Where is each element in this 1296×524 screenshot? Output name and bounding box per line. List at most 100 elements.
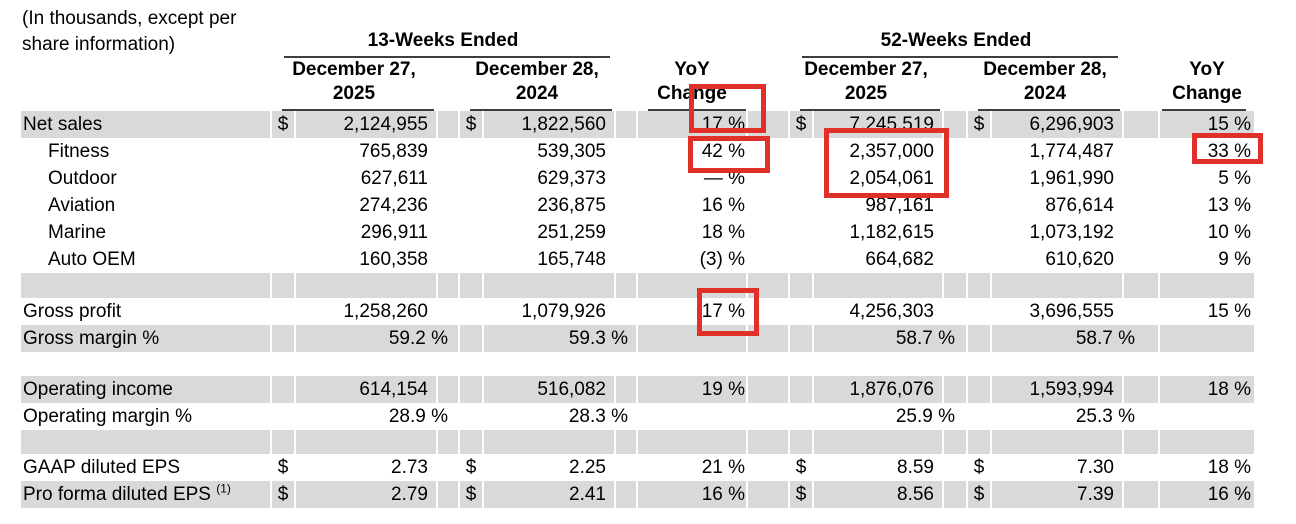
cell-13w-yoy-change: — % (638, 165, 748, 192)
empty-cell (814, 273, 944, 298)
cell-52w-2024-value: 58.7 % (992, 325, 1160, 352)
row-label: Outdoor (21, 165, 272, 192)
results-table: (In thousands, except per share informat… (0, 0, 1296, 508)
spacer-cell (1124, 138, 1160, 165)
cell-13w-2025-dollar: $ (272, 111, 296, 138)
spacer-cell (438, 246, 460, 273)
col-header-line: December 28, (983, 59, 1107, 80)
col-header-line: December 27, (804, 59, 928, 80)
row-label-text: Operating income (23, 378, 173, 400)
spacer-cell (616, 298, 638, 325)
empty-cell (296, 273, 438, 298)
row-label: Auto OEM (21, 246, 272, 273)
spacer-cell (438, 219, 460, 246)
col-header-line: Change (1172, 83, 1242, 104)
empty-cell (1256, 430, 1296, 454)
spacer-cell (748, 192, 790, 219)
cell-52w-2025-value: 58.7 % (814, 325, 968, 352)
row-label: Aviation (21, 192, 272, 219)
col-header-line: 2024 (515, 83, 559, 104)
empty-cell (638, 273, 748, 298)
cell-13w-2024-value: 629,373 (484, 165, 616, 192)
cell-13w-2024-dollar (460, 246, 484, 273)
right-margin (1256, 403, 1296, 430)
row-label: Operating income (21, 376, 272, 403)
cell-52w-2024-dollar (968, 246, 992, 273)
table-row: Operating income 614,154 516,082 19 % 1,876,… (0, 376, 1296, 403)
row-label-text: Pro forma diluted EPS (23, 483, 211, 505)
empty-cell (484, 352, 616, 376)
spacer-cell (616, 246, 638, 273)
cell-52w-2025-value: 4,256,303 (814, 298, 944, 325)
cell-13w-2024-dollar: $ (460, 454, 484, 481)
right-margin (1256, 325, 1296, 352)
left-margin (0, 219, 21, 246)
row-label-text: Operating margin % (23, 405, 192, 427)
cell-13w-yoy-change: 19 % (638, 376, 748, 403)
spacer-cell (438, 111, 460, 138)
cell-13w-2024-dollar (460, 298, 484, 325)
left-margin (0, 192, 21, 219)
empty-cell (1124, 352, 1160, 376)
cell-52w-2025-dollar (790, 298, 814, 325)
footnote-marker: (1) (216, 481, 231, 496)
units-note-line2: share information) (22, 34, 176, 55)
right-margin (1256, 58, 1296, 111)
cell-13w-2025-dollar (272, 219, 296, 246)
cell-13w-2025-dollar (272, 298, 296, 325)
spacer-cell (944, 138, 968, 165)
col-header-line: 2024 (1023, 83, 1067, 104)
cell-13w-2025-dollar: $ (272, 481, 296, 508)
cell-52w-2025-dollar: $ (790, 454, 814, 481)
cell-13w-yoy-change (638, 325, 748, 352)
cell-13w-2024-dollar: $ (460, 481, 484, 508)
empty-cell (748, 430, 790, 454)
cell-13w-2025-dollar (272, 246, 296, 273)
cell-13w-yoy-change: (3) % (638, 246, 748, 273)
empty-cell (21, 430, 272, 454)
spacer-cell (616, 111, 638, 138)
cell-52w-yoy-change: 5 % (1160, 165, 1256, 192)
empty-cell (944, 430, 968, 454)
spacer-cell (1124, 219, 1160, 246)
cell-13w-yoy-change: 21 % (638, 454, 748, 481)
cell-52w-2024-dollar (968, 376, 992, 403)
cell-52w-2025-dollar (790, 325, 814, 352)
spacer-cell (638, 0, 748, 58)
cell-52w-2025-value: 8.56 (814, 481, 944, 508)
spacer-cell (748, 376, 790, 403)
spacer-cell (944, 298, 968, 325)
cell-13w-2025-dollar (272, 138, 296, 165)
empty-cell (944, 273, 968, 298)
cell-13w-2025-dollar (272, 376, 296, 403)
cell-52w-yoy-change: 15 % (1160, 111, 1256, 138)
row-label-text: Gross profit (23, 300, 122, 322)
empty-cell (790, 352, 814, 376)
cell-52w-2025-dollar (790, 138, 814, 165)
empty-cell (21, 352, 272, 376)
units-note: (In thousands, except per share informat… (21, 0, 272, 111)
units-note-line1: (In thousands, except per (22, 8, 237, 29)
col-underline (978, 109, 1120, 111)
cell-13w-2024-value: 251,259 (484, 219, 616, 246)
cell-13w-2025-value: 59.2 % (296, 325, 460, 352)
spacer-cell (1124, 298, 1160, 325)
table-row: Operating margin % 28.9 % 28.3 % 25.9 % 25.3… (0, 403, 1296, 430)
cell-52w-2024-value: 3,696,555 (992, 298, 1124, 325)
cell-52w-2025-dollar: $ (790, 481, 814, 508)
cell-52w-2025-dollar (790, 246, 814, 273)
empty-cell (1160, 430, 1256, 454)
cell-13w-yoy-change: 16 % (638, 481, 748, 508)
right-margin (1256, 192, 1296, 219)
cell-52w-2024-dollar (968, 192, 992, 219)
left-margin (0, 481, 21, 508)
cell-52w-2024-value: 1,073,192 (992, 219, 1124, 246)
cell-13w-2024-value: 2.41 (484, 481, 616, 508)
spacer-cell (944, 165, 968, 192)
cell-13w-yoy-change: 42 % (638, 138, 748, 165)
empty-cell (968, 430, 992, 454)
spacer-cell (748, 111, 790, 138)
empty-cell (992, 273, 1124, 298)
table-row: Pro forma diluted EPS (1) $2.79 $2.41 16 % $… (0, 481, 1296, 508)
